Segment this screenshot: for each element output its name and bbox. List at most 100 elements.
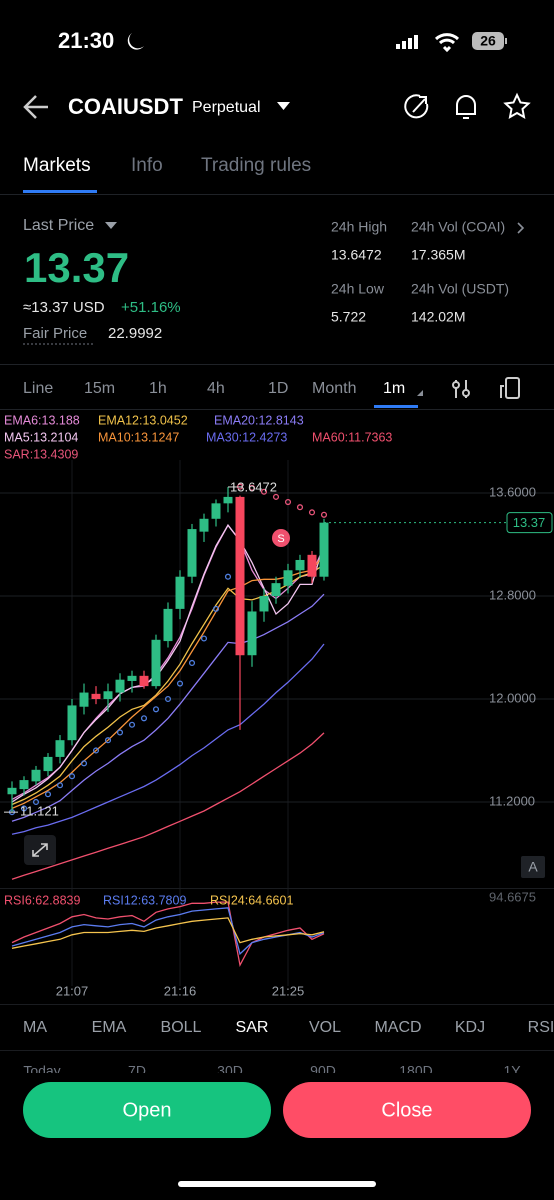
legend-entry: SAR:13.4309 (4, 447, 78, 461)
candle-body (55, 740, 65, 757)
expand-icon (32, 843, 48, 857)
sar-dot (188, 659, 196, 667)
sar-dot (92, 747, 100, 754)
rsi-legend: RSI24:64.6601 (210, 893, 293, 907)
candle-body (31, 769, 41, 782)
indicator-tab[interactable]: SAR (236, 1019, 269, 1036)
sar-dot (284, 499, 292, 506)
battery-tip (505, 38, 507, 44)
legend-entry: MA60:11.7363 (312, 430, 392, 444)
price-change: +51.16% (121, 299, 181, 316)
fair-price: 22.9992 (108, 325, 162, 342)
auto-scale-icon: A (528, 859, 538, 875)
stat-label: 24h High (331, 219, 387, 235)
candle-body (139, 675, 149, 687)
divider (0, 1050, 554, 1051)
indicator-tab[interactable]: MACD (374, 1019, 421, 1036)
contract-type[interactable]: Perpetual (192, 99, 261, 116)
rsi-tick-label: 94.6675 (489, 889, 536, 904)
candle-body (319, 522, 329, 577)
fair-price-label: Fair Price (23, 325, 87, 342)
signal-icon (396, 35, 418, 49)
indicator-tab[interactable]: VOL (309, 1019, 341, 1036)
candle-body (151, 639, 161, 687)
candle-body (115, 679, 125, 693)
battery-icon (472, 32, 504, 50)
sar-dot (224, 573, 232, 580)
alert-icon[interactable] (456, 95, 476, 119)
candle-body (247, 611, 257, 656)
interval-tab[interactable]: Line (23, 380, 53, 397)
open-button[interactable] (23, 1082, 271, 1138)
candle-body (211, 503, 221, 519)
tab-underline (23, 190, 97, 193)
indicator-line (11, 732, 325, 880)
sar-dot (260, 488, 268, 495)
close-label[interactable]: Close (381, 1099, 432, 1121)
settings-icon[interactable] (452, 380, 470, 398)
interval-tab[interactable]: 1h (149, 380, 167, 397)
candle-body (19, 780, 29, 790)
indicator-line (11, 593, 325, 822)
last-price-label[interactable]: Last Price (23, 217, 94, 234)
symbol[interactable]: COAIUSDT (68, 94, 183, 119)
sar-dot (152, 706, 160, 713)
interval-tab[interactable]: 4h (207, 380, 225, 397)
tab[interactable]: Trading rules (201, 155, 311, 176)
dropdown-icon (105, 222, 117, 229)
sar-dot (116, 729, 124, 736)
interval-tab[interactable]: Month (312, 380, 356, 397)
chevron-icon[interactable] (517, 222, 525, 234)
legend-entry: MA5:13.2104 (4, 430, 78, 444)
home-indicator (178, 1181, 376, 1187)
sar-dot (80, 760, 88, 767)
last-price-label: 13.37 (513, 515, 546, 530)
close-button[interactable] (283, 1082, 531, 1138)
sar-dot (32, 798, 40, 806)
sar-dot (44, 791, 52, 798)
candle-body (127, 675, 137, 681)
clock: 21:30 (58, 28, 114, 53)
legend-entry: EMA20:12.8143 (214, 413, 304, 427)
dropdown-icon[interactable] (277, 102, 290, 110)
interval-tab[interactable]: 1m (383, 380, 405, 397)
legend-entry: EMA6:13.188 (4, 413, 80, 427)
high-label: 13.6472 (230, 479, 277, 494)
rsi-line (11, 917, 325, 949)
tab-active[interactable]: Markets (23, 155, 91, 176)
stat-label: 24h Vol (USDT) (411, 281, 509, 297)
tab[interactable]: Info (131, 155, 163, 176)
divider (0, 888, 554, 889)
indicator-tab[interactable]: RSI (528, 1019, 554, 1036)
favorite-icon[interactable] (503, 92, 531, 119)
share-icon[interactable] (404, 94, 429, 119)
candle-body (235, 496, 245, 656)
legend-entry: MA30:12.4273 (206, 430, 287, 444)
candle-body (187, 529, 197, 577)
indicator-tab[interactable]: KDJ (455, 1019, 485, 1036)
indicator-line (11, 553, 325, 809)
candle-body (163, 608, 173, 642)
open-label[interactable]: Open (123, 1099, 172, 1121)
battery-level: 26 (480, 33, 496, 49)
sar-dot (56, 782, 64, 789)
candle-body (307, 554, 317, 577)
interval-tab[interactable]: 15m (84, 380, 115, 397)
candle-body (103, 691, 113, 699)
candle-body (79, 692, 89, 707)
x-tick-label: 21:07 (56, 983, 89, 998)
indicator-tab[interactable]: MA (23, 1019, 47, 1036)
y-tick-label: 12.0000 (489, 690, 536, 705)
indicator-tab[interactable]: BOLL (161, 1019, 202, 1036)
sar-dot (308, 509, 316, 516)
candle-body (67, 705, 77, 741)
back-button[interactable] (23, 95, 48, 119)
auto-scale-button[interactable] (521, 856, 545, 878)
rotate-icon[interactable] (500, 377, 520, 399)
interval-tab[interactable]: 1D (268, 380, 288, 397)
stat-label[interactable]: 24h Vol (COAI) (411, 219, 505, 235)
interval-more (417, 390, 423, 396)
indicator-tab[interactable]: EMA (92, 1019, 127, 1036)
sar-dot (20, 805, 28, 812)
